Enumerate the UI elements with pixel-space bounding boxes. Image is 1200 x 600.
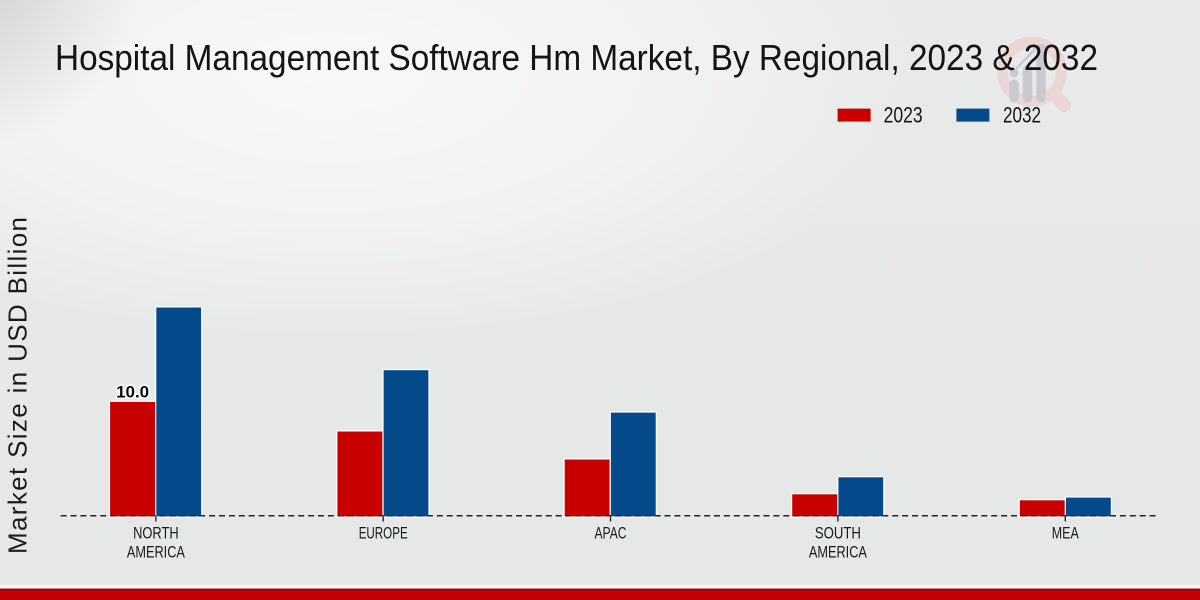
svg-text:10.0: 10.0 (116, 384, 149, 402)
svg-text:2032: 2032 (1003, 102, 1041, 127)
svg-text:Market Size in USD Billion: Market Size in USD Billion (3, 217, 33, 554)
svg-text:MEA: MEA (1052, 525, 1079, 543)
svg-text:Hospital Management Software H: Hospital Management Software Hm Market, … (55, 37, 1098, 78)
svg-text:APAC: APAC (595, 525, 627, 543)
svg-text:NORTH: NORTH (133, 525, 179, 543)
svg-text:EUROPE: EUROPE (359, 525, 408, 543)
svg-text:AMERICA: AMERICA (809, 544, 867, 562)
svg-text:2023: 2023 (884, 102, 923, 127)
svg-text:SOUTH: SOUTH (815, 525, 861, 543)
svg-text:AMERICA: AMERICA (127, 544, 185, 562)
